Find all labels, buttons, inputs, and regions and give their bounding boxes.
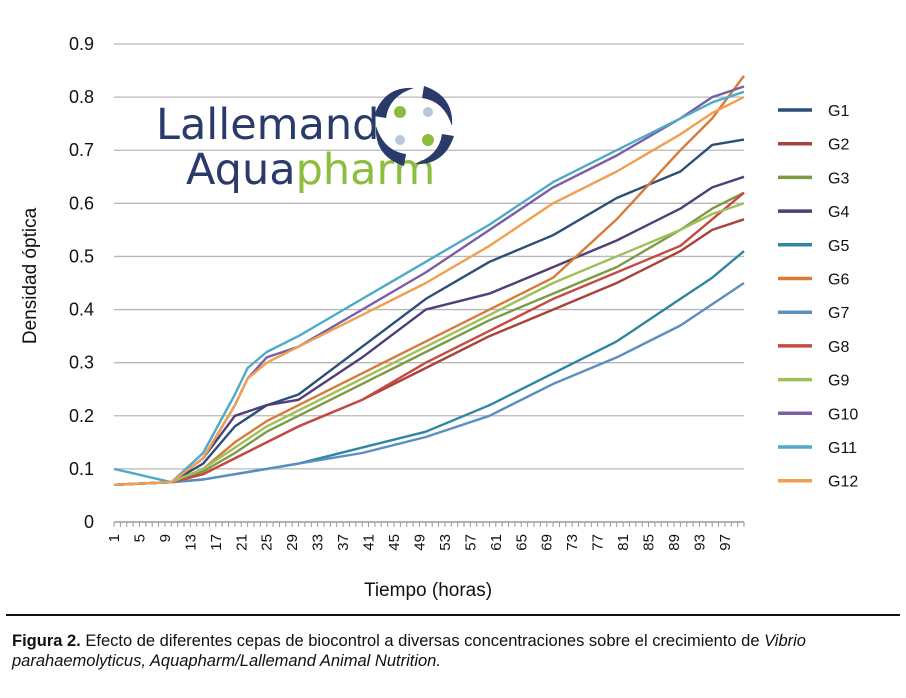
legend-label: G11 — [828, 440, 857, 457]
x-tick-label: 29 — [284, 534, 301, 551]
caption-text: Efecto de diferentes cepas de biocontrol… — [85, 632, 760, 650]
legend-label: G9 — [828, 373, 849, 390]
x-tick-label: 21 — [233, 534, 250, 551]
x-tick-label: 9 — [157, 534, 174, 542]
caption-source: , Aquapharm/Lallemand Animal Nutrition. — [141, 652, 441, 670]
grid-lines — [114, 43, 744, 470]
legend-label: G8 — [828, 339, 849, 356]
x-tick-label: 37 — [335, 534, 352, 551]
legend-label: G12 — [828, 474, 858, 491]
caption-label: Figura 2. — [12, 632, 81, 650]
caption-divider — [6, 614, 900, 616]
x-tick-label: 53 — [437, 534, 454, 551]
caption-species: Vibrio parahaemolyticus — [12, 632, 806, 670]
x-tick-label: 17 — [208, 534, 225, 551]
legend-label: G2 — [828, 137, 849, 154]
series-line-g1 — [113, 138, 745, 486]
y-axis-title: Densidad óptica — [20, 207, 41, 344]
y-tick-label: 0.8 — [69, 87, 94, 107]
series-line-g8 — [113, 191, 745, 486]
chart-canvas: 0 0.1 0.2 0.3 0.4 0.5 0.6 0.7 0.8 0.9 1 5 9 13 17 21 25 2… — [20, 34, 858, 601]
y-tick-label: 0.2 — [69, 406, 94, 426]
y-tick-label: 0.5 — [69, 246, 94, 266]
series-line-g11 — [113, 90, 745, 484]
x-tick-label: 5 — [131, 534, 148, 542]
legend-label: G4 — [828, 204, 849, 221]
series-lines — [113, 75, 745, 486]
y-tick-label: 0.9 — [69, 34, 94, 54]
x-tick-label: 65 — [513, 534, 530, 551]
x-axis-title: Tiempo (horas) — [364, 580, 492, 601]
x-tick-label: 73 — [564, 534, 581, 551]
logo-line1: Lallemand — [156, 100, 379, 150]
x-tick-label: 69 — [539, 534, 556, 551]
x-tick-label: 97 — [717, 534, 734, 551]
legend-label: G10 — [828, 406, 858, 423]
figure-caption: Figura 2. Efecto de diferentes cepas de … — [12, 631, 896, 671]
x-tick-label: 41 — [361, 534, 378, 551]
series-line-g7 — [113, 282, 745, 486]
legend: G1 G2 G3 G4 G5 G6 G7 G8 G9 G10 G11 G12 — [778, 103, 858, 491]
legend-label: G7 — [828, 305, 849, 322]
y-tick-label: 0.4 — [69, 300, 94, 320]
x-tick-label: 61 — [488, 534, 505, 551]
x-tick-label: 77 — [590, 534, 607, 551]
logo-swirl-icon — [374, 86, 454, 166]
x-tick-label: 49 — [411, 534, 428, 551]
axes: 0 0.1 0.2 0.3 0.4 0.5 0.6 0.7 0.8 0.9 1 5 9 13 17 21 25 2… — [69, 34, 745, 551]
series-line-g4 — [113, 175, 745, 486]
y-tick-label: 0 — [84, 512, 94, 532]
y-tick-label: 0.3 — [69, 353, 94, 373]
logo: Lallemand Aquapharm — [156, 86, 454, 195]
y-tick-label: 0.6 — [69, 193, 94, 213]
x-tick-label: 57 — [462, 534, 479, 551]
series-line-g12 — [113, 96, 745, 486]
line-chart: 0 0.1 0.2 0.3 0.4 0.5 0.6 0.7 0.8 0.9 1 5 9 13 17 21 25 2… — [20, 34, 858, 601]
x-tick-label: 81 — [615, 534, 632, 551]
y-tick-label: 0.7 — [69, 140, 94, 160]
series-line-g3 — [113, 191, 745, 486]
legend-label: G3 — [828, 170, 849, 187]
x-tick-label: 45 — [386, 534, 403, 551]
x-tick-label: 89 — [666, 534, 683, 551]
x-tick-label: 1 — [106, 534, 123, 542]
x-tick-label: 85 — [641, 534, 658, 551]
logo-line2: Aquapharm — [186, 145, 435, 195]
y-tick-label: 0.1 — [69, 459, 94, 479]
legend-label: G6 — [828, 272, 849, 289]
x-tick-label: 93 — [691, 534, 708, 551]
legend-label: G5 — [828, 238, 849, 255]
x-tick-label: 13 — [182, 534, 199, 551]
series-line-g9 — [113, 202, 745, 486]
legend-label: G1 — [828, 103, 849, 120]
x-tick-label: 25 — [259, 534, 276, 551]
x-tick-label: 33 — [310, 534, 327, 551]
